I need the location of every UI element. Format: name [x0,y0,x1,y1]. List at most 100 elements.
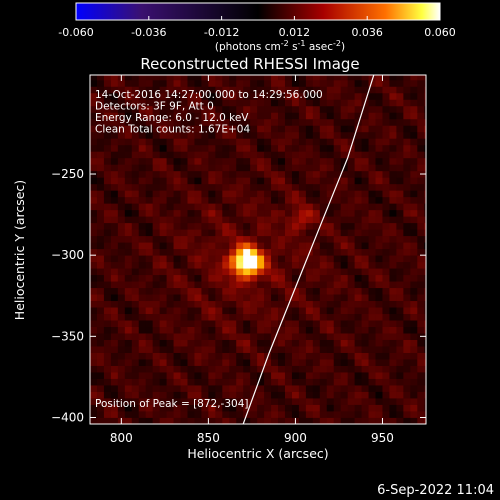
heatmap-cell [236,157,244,165]
heatmap-cell [417,287,425,295]
heatmap-cell [298,125,307,133]
heatmap-cell [145,300,154,308]
heatmap-cell [403,255,411,263]
heatmap-cell [403,196,411,204]
heatmap-cell [284,255,293,263]
heatmap-cell [117,229,126,237]
heatmap-cell [215,287,223,295]
heatmap-cell [96,86,105,94]
heatmap-cell [117,138,126,146]
heatmap-cell [410,313,418,321]
heatmap-cell [131,157,140,165]
heatmap-cell [131,281,140,289]
heatmap-cell [180,242,188,250]
heatmap-cell [278,105,286,113]
heatmap-cell [96,300,105,308]
heatmap-cell [229,385,237,392]
heatmap-cell [382,307,390,315]
heatmap-cell [194,391,202,399]
heatmap-cell [173,261,181,269]
heatmap-cell [354,372,362,379]
heatmap-cell [236,385,244,392]
heatmap-cell [354,287,362,295]
heatmap-cell [117,287,126,295]
heatmap-cell [333,177,342,185]
heatmap-cell [152,378,161,386]
heatmap-cell [326,398,335,405]
heatmap-cell [389,86,397,94]
heatmap-cell [236,352,244,360]
heatmap-cell [96,112,105,120]
heatmap-cell [333,326,342,334]
heatmap-cell [312,300,321,308]
heatmap-cell [145,86,154,94]
heatmap-cell [187,190,195,198]
heatmap-cell [271,92,279,100]
heatmap-cell [194,372,202,379]
heatmap-cell [138,203,147,211]
heatmap-cell [326,235,335,243]
heatmap-cell [319,138,328,146]
heatmap-cell [243,359,251,366]
heatmap-cell [347,157,356,165]
heatmap-cell [138,326,147,334]
heatmap-cell [298,248,307,256]
heatmap-cell [257,404,265,412]
heatmap-cell [152,261,161,269]
heatmap-cell [368,385,376,392]
heatmap-cell [103,75,112,81]
heatmap-cell [305,404,314,412]
heatmap-cell [284,170,293,178]
heatmap-cell [201,378,209,386]
heatmap-cell [229,294,237,302]
heatmap-cell [403,268,411,276]
heatmap-cell [319,157,328,165]
heatmap-cell [305,242,314,250]
heatmap-cell [110,157,119,165]
heatmap-cell [187,281,195,289]
heatmap-cell [159,118,167,126]
heatmap-cell [159,92,167,100]
heatmap-cell [110,268,119,276]
heatmap-cell [201,281,209,289]
heatmap-cell [243,125,251,133]
heatmap-cell [403,203,411,211]
heatmap-cell [298,157,307,165]
heatmap-cell [138,307,147,315]
heatmap-cell [271,378,279,386]
heatmap-cell [250,378,258,386]
heatmap-cell [389,79,397,87]
heatmap-cell [201,372,209,379]
heatmap-cell [368,398,376,405]
heatmap-cell [257,222,265,230]
heatmap-cell [375,151,383,159]
heatmap-cell [138,112,147,120]
heatmap-cell [319,359,328,366]
heatmap-cell [354,209,362,217]
heatmap-cell [326,157,335,165]
heatmap-cell [243,151,251,159]
heatmap-cell [368,203,376,211]
heatmap-cell [403,112,411,120]
heatmap-cell [145,151,154,159]
heatmap-cell [124,404,133,412]
heatmap-cell [333,203,342,211]
heatmap-cell [424,294,426,302]
heatmap-cell [424,183,426,191]
heatmap-cell [298,99,307,107]
heatmap-cell [389,112,397,120]
heatmap-cell [326,216,335,224]
heatmap-cell [243,229,251,237]
heatmap-cell [291,242,300,250]
heatmap-cell [229,118,237,126]
heatmap-cell [354,170,362,178]
heatmap-cell [250,261,258,269]
heatmap-cell [326,125,335,133]
heatmap-cell [403,216,411,224]
heatmap-cell [222,287,230,295]
heatmap-cell [166,216,174,224]
heatmap-cell [417,183,425,191]
heatmap-cell [396,190,404,198]
heatmap-cell [326,326,335,334]
heatmap-cell [201,222,209,230]
